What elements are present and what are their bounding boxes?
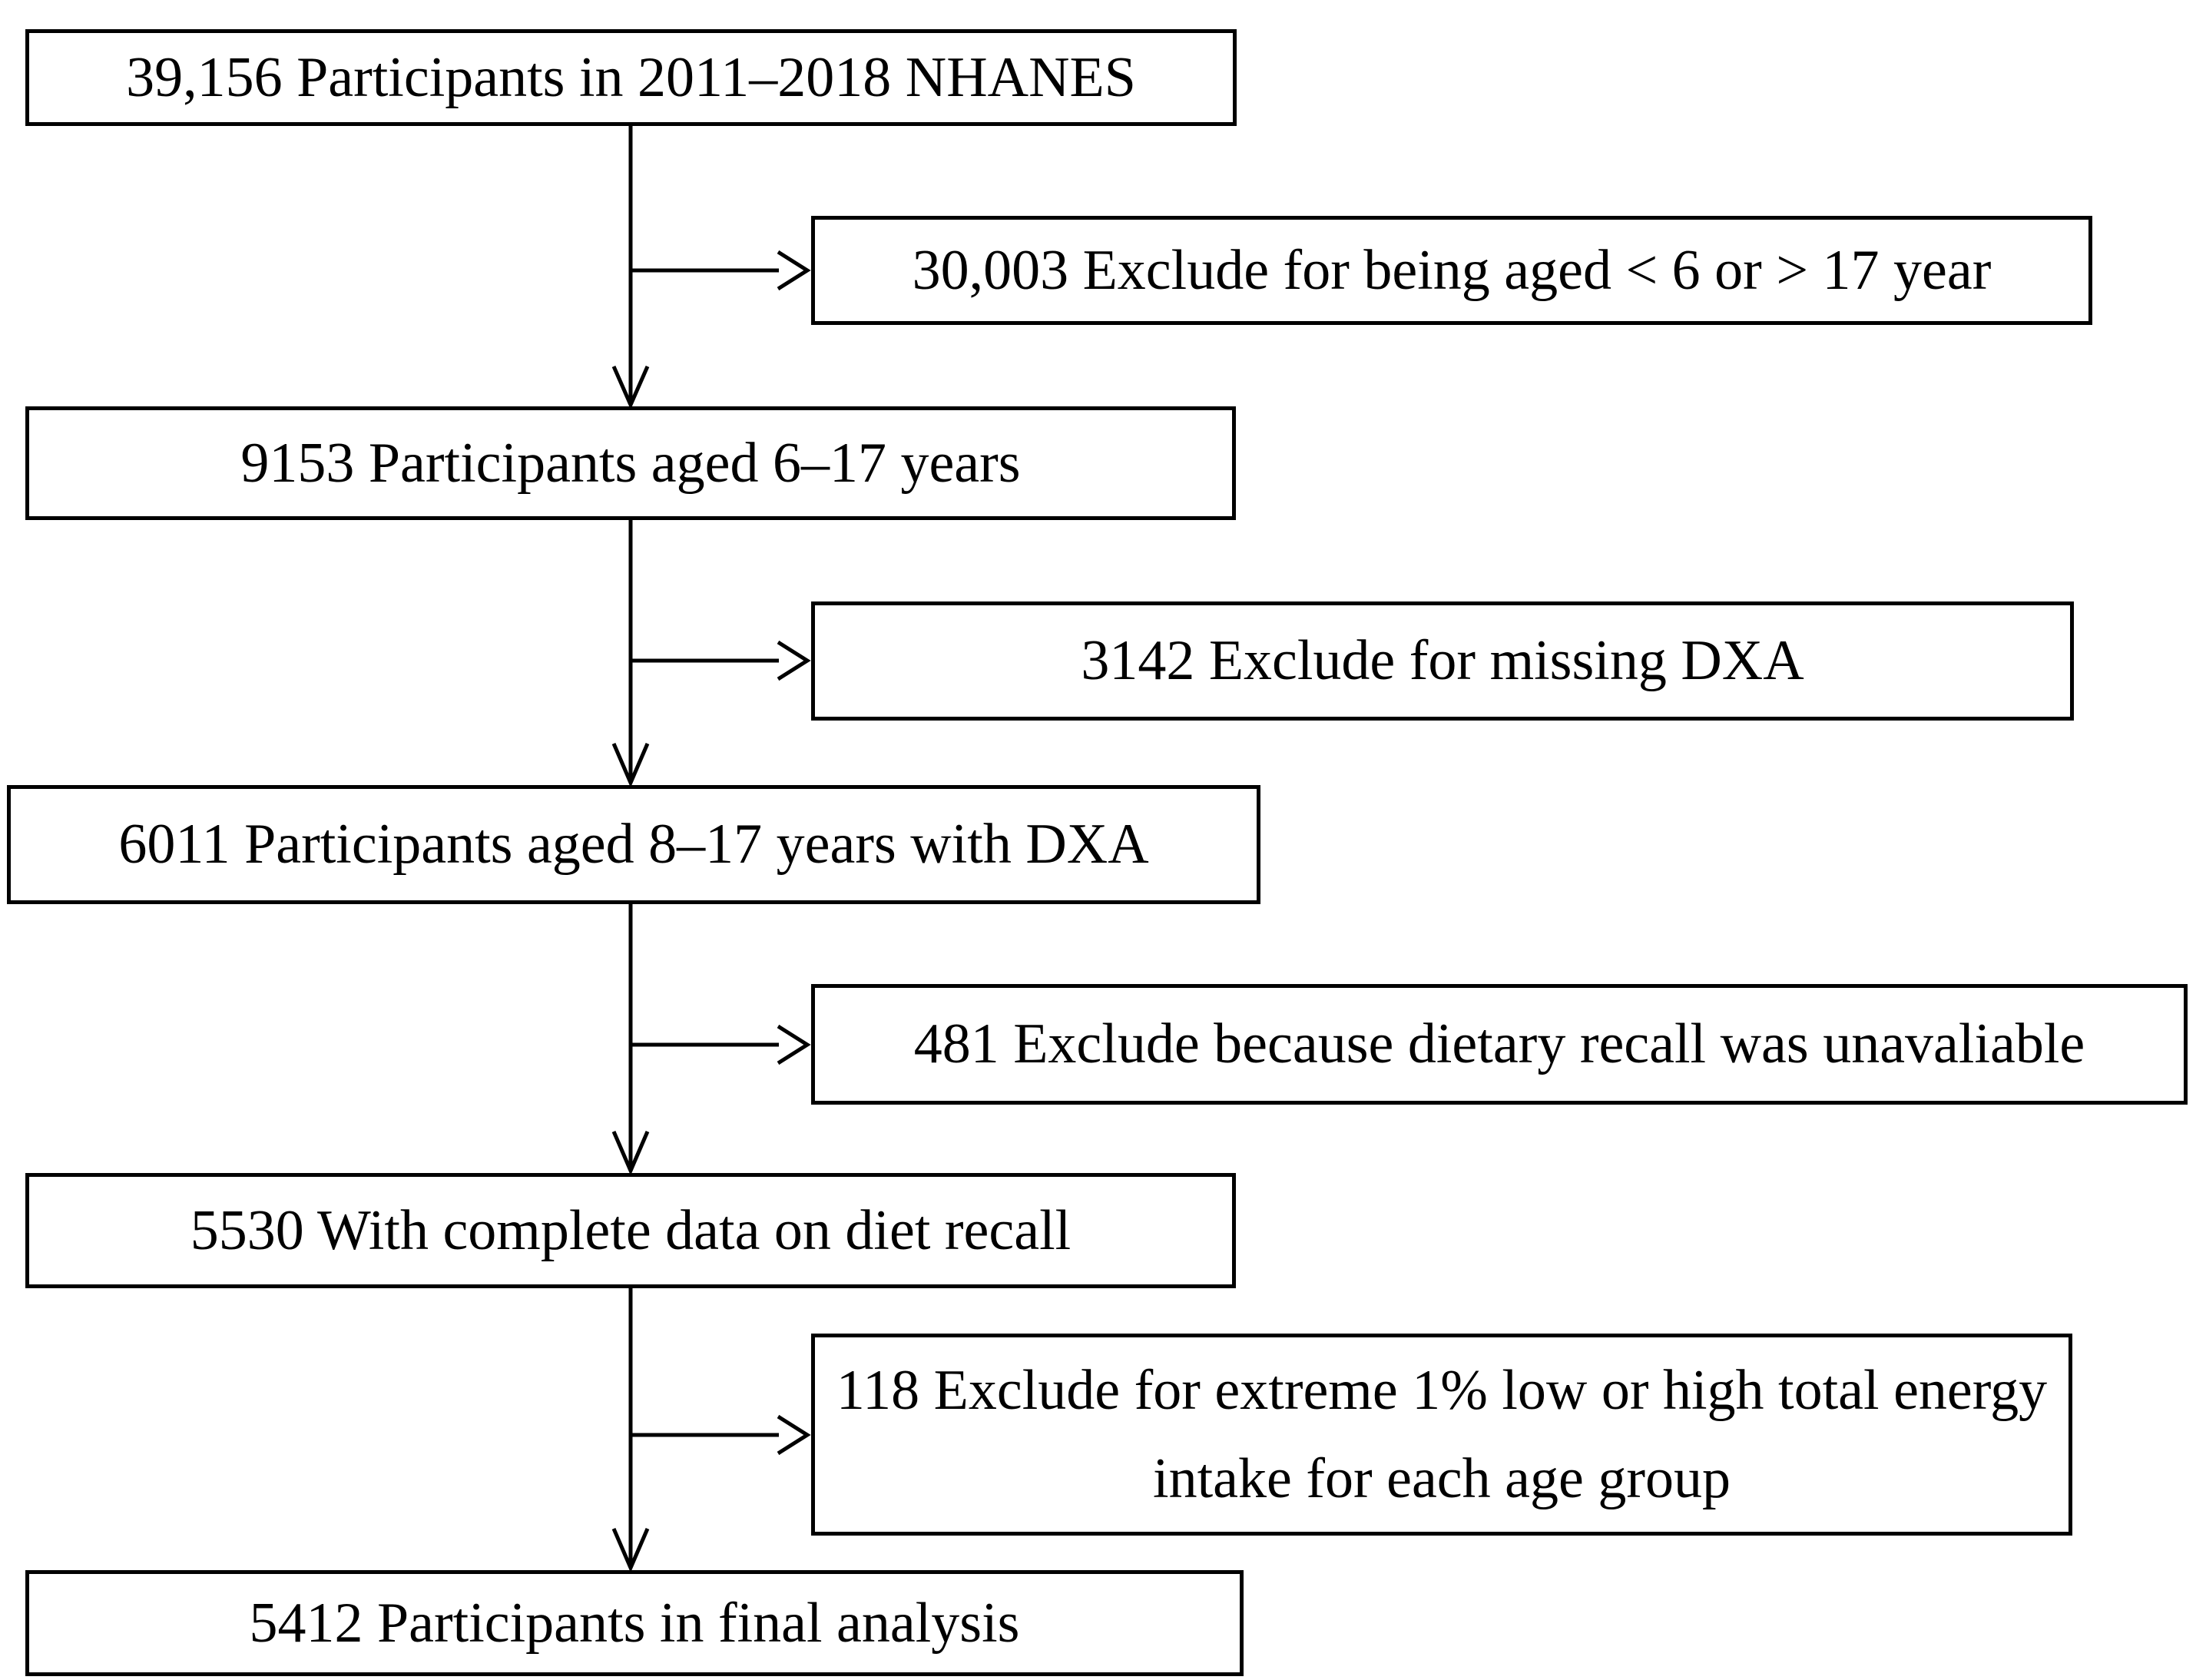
branch-arrow-exclusion-age <box>631 250 811 291</box>
flow-box-complete-diet-recall-label: 5530 With complete data on diet recall <box>190 1198 1072 1262</box>
branch-arrow-exclusion-dietary-recall <box>631 1024 811 1065</box>
flow-box-exclusion-extreme-energy: 118 Exclude for extreme 1% low or high t… <box>811 1334 2072 1536</box>
flow-box-aged-6-17-label: 9153 Participants aged 6–17 years <box>240 431 1021 495</box>
flow-box-aged-8-17-dxa-label: 6011 Participants aged 8–17 years with D… <box>118 813 1149 876</box>
flow-box-exclusion-dietary-recall: 481 Exclude because dietary recall was u… <box>811 984 2188 1105</box>
arrow-aged6-17-to-aged8-17-dxa <box>611 520 650 788</box>
branch-arrow-exclusion-extreme-energy <box>631 1414 811 1456</box>
flow-box-complete-diet-recall: 5530 With complete data on diet recall <box>25 1173 1236 1288</box>
arrow-initial-to-aged6-17 <box>611 126 650 410</box>
arrow-diet-recall-to-final <box>611 1288 650 1573</box>
flow-box-exclusion-extreme-energy-label: 118 Exclude for extreme 1% low or high t… <box>836 1358 2048 1510</box>
flow-box-aged-6-17: 9153 Participants aged 6–17 years <box>25 406 1236 520</box>
flow-box-exclusion-missing-dxa-label: 3142 Exclude for missing DXA <box>1081 629 1804 692</box>
flow-box-initial-participants-label: 39,156 Participants in 2011–2018 NHANES <box>126 45 1136 109</box>
flow-box-exclusion-age: 30,003 Exclude for being aged < 6 or > 1… <box>811 216 2092 325</box>
flow-box-final-analysis: 5412 Participants in final analysis <box>25 1570 1244 1676</box>
arrow-aged8-17-dxa-to-diet-recall <box>611 904 650 1176</box>
flow-box-exclusion-age-label: 30,003 Exclude for being aged < 6 or > 1… <box>912 238 1992 302</box>
branch-arrow-exclusion-missing-dxa <box>631 640 811 681</box>
flow-box-final-analysis-label: 5412 Participants in final analysis <box>249 1591 1020 1655</box>
flow-box-exclusion-dietary-recall-label: 481 Exclude because dietary recall was u… <box>913 1012 2085 1075</box>
flow-box-initial-participants: 39,156 Participants in 2011–2018 NHANES <box>25 29 1237 126</box>
flow-box-aged-8-17-dxa: 6011 Participants aged 8–17 years with D… <box>7 785 1260 904</box>
flow-box-exclusion-missing-dxa: 3142 Exclude for missing DXA <box>811 601 2074 721</box>
